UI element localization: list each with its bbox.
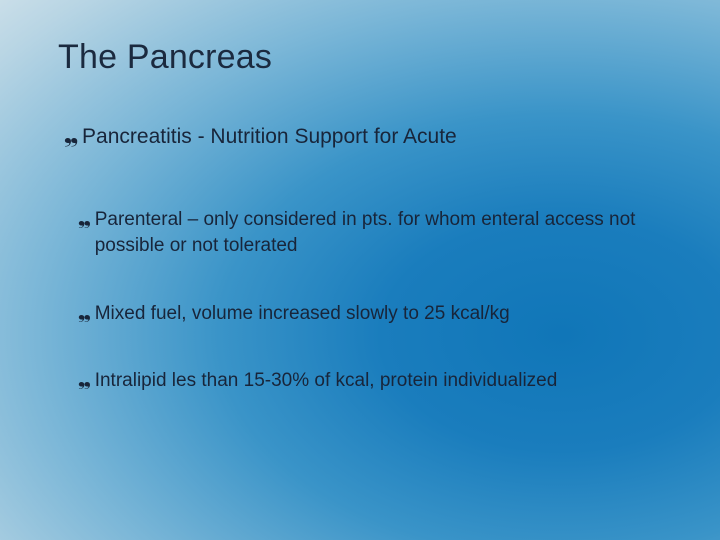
bullet-level1-item: ❠ Pancreatitis - Nutrition Support for A… bbox=[64, 123, 662, 151]
bullet-level2-item: ❠ Parenteral – only considered in pts. f… bbox=[78, 207, 662, 258]
bullet-text: Intralipid les than 15-30% of kcal, prot… bbox=[95, 368, 662, 394]
bullet-icon: ❠ bbox=[78, 301, 91, 327]
bullet-icon: ❠ bbox=[78, 207, 91, 233]
bullet-text: Parenteral – only considered in pts. for… bbox=[95, 207, 662, 258]
bullet-level2-item: ❠ Mixed fuel, volume increased slowly to… bbox=[78, 301, 662, 327]
bullet-text: Pancreatitis - Nutrition Support for Acu… bbox=[82, 123, 662, 151]
bullet-level2-item: ❠ Intralipid les than 15-30% of kcal, pr… bbox=[78, 368, 662, 394]
slide-title: The Pancreas bbox=[58, 38, 662, 77]
bullet-icon: ❠ bbox=[78, 368, 91, 394]
bullet-text: Mixed fuel, volume increased slowly to 2… bbox=[95, 301, 662, 327]
slide: The Pancreas ❠ Pancreatitis - Nutrition … bbox=[0, 0, 720, 540]
bullet-icon: ❠ bbox=[64, 123, 78, 151]
